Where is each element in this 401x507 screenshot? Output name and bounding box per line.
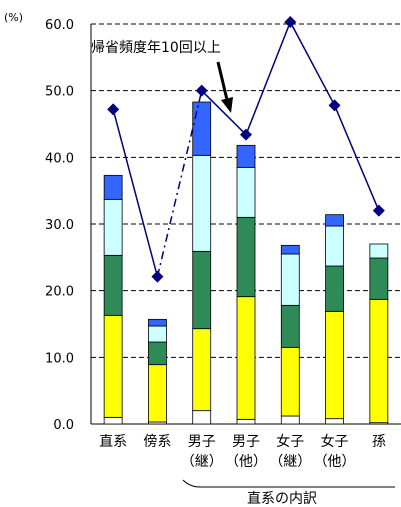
line-point xyxy=(195,84,208,97)
y-tick-label: 0.0 xyxy=(53,418,74,433)
bar-segment xyxy=(103,416,123,425)
bar-segment xyxy=(236,166,256,218)
y-tick-label: 40.0 xyxy=(45,151,74,166)
x-tick-label: 傍系 xyxy=(143,433,171,450)
line-segment xyxy=(201,90,247,136)
y-tick-label: 60.0 xyxy=(45,18,74,33)
bar-segment xyxy=(325,310,344,420)
x-tick-labels: 直系 傍系 男子 （継） 男子 （他） 女子 （継） 女子 （他） 孫 xyxy=(99,433,386,470)
bar-segment xyxy=(325,214,344,227)
annotation-arrow xyxy=(216,61,233,113)
bars xyxy=(103,101,389,425)
x-tick-sublabel: （継） xyxy=(269,454,311,470)
bar-segment xyxy=(280,244,300,255)
line-point xyxy=(284,16,297,28)
line-segment xyxy=(289,21,336,106)
bar-segment xyxy=(280,415,300,425)
x-tick-label: 女子 xyxy=(276,433,304,450)
bar-segment xyxy=(280,304,300,348)
bar-segment xyxy=(280,346,300,417)
x-tick-label: 直系 xyxy=(99,433,127,450)
y-tick-label: 20.0 xyxy=(45,285,74,300)
line-point xyxy=(328,99,341,112)
group-brace xyxy=(182,479,395,488)
bar-segment xyxy=(236,144,256,168)
bar-segment xyxy=(280,253,300,306)
line-segment xyxy=(245,21,291,135)
bar-segment xyxy=(148,325,167,343)
line-segment xyxy=(333,105,380,211)
bar-segment xyxy=(192,328,212,412)
bar-segment xyxy=(236,296,256,420)
line-point xyxy=(372,204,385,217)
bar-segment xyxy=(103,198,123,256)
bar-segment xyxy=(236,216,256,298)
bar-segment xyxy=(369,243,389,259)
line-point xyxy=(107,103,120,116)
group-label: 直系の内訳 xyxy=(247,490,317,507)
y-unit-label: (%) xyxy=(4,11,23,24)
x-tick-sublabel: （他） xyxy=(314,454,356,470)
y-tick-label: 30.0 xyxy=(45,218,74,233)
line-point xyxy=(240,128,252,141)
bar-segment xyxy=(192,410,212,425)
x-tick-label: 男子 xyxy=(188,434,216,450)
bar-segment xyxy=(325,265,344,312)
bar-segment xyxy=(192,154,212,252)
bar-segment xyxy=(236,418,256,425)
line-series xyxy=(107,16,385,283)
y-tick-label: 10.0 xyxy=(45,351,74,366)
y-tick-labels: 0.0 10.0 20.0 30.0 40.0 50.0 60.0 xyxy=(45,18,74,433)
bar-segment xyxy=(325,418,344,425)
line-point xyxy=(151,270,164,283)
bar-segment xyxy=(148,364,167,423)
x-tick-label: 男子 xyxy=(232,434,260,450)
x-tick-label: 孫 xyxy=(372,434,386,450)
x-tick-sublabel: （他） xyxy=(225,454,267,470)
bar-segment xyxy=(192,250,212,330)
annotation-label: 帰省頻度年10回以上 xyxy=(91,39,221,56)
line-segment xyxy=(156,90,203,277)
x-tick-sublabel: （継） xyxy=(181,454,223,470)
x-tick-label: 女子 xyxy=(321,433,349,450)
bar-segment xyxy=(103,254,123,316)
bar-segment xyxy=(325,225,344,267)
bar-segment xyxy=(369,298,389,424)
y-tick-label: 50.0 xyxy=(45,85,74,100)
bar-segment xyxy=(148,341,167,366)
bar-segment xyxy=(103,174,123,200)
bar-segment xyxy=(192,101,212,156)
bar-segment xyxy=(103,314,123,418)
bar-segment xyxy=(148,318,167,327)
line-segment xyxy=(112,109,159,277)
bar-segment xyxy=(369,257,389,300)
